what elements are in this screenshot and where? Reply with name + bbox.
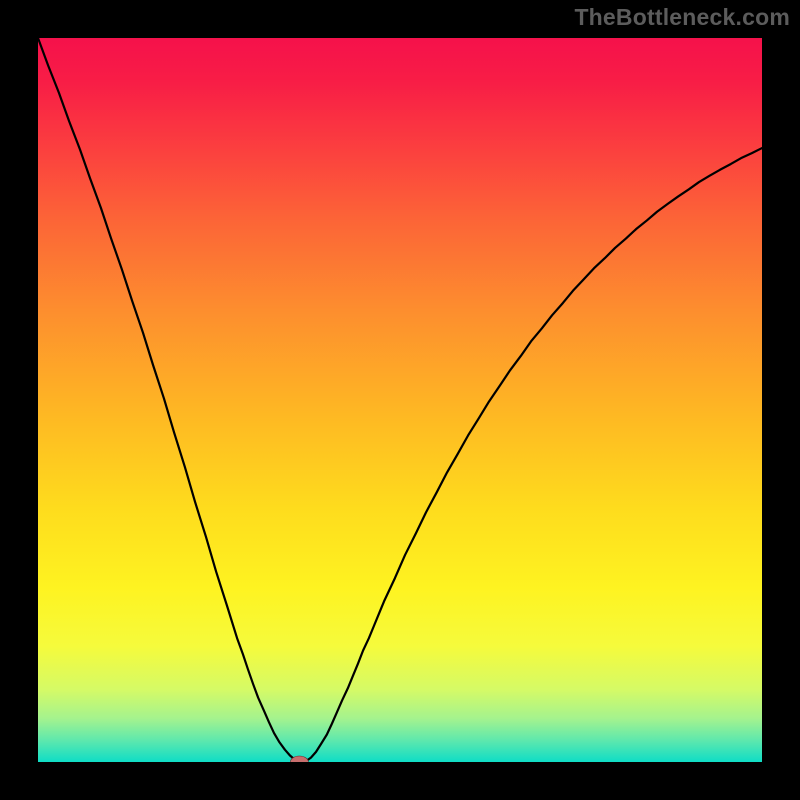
- plot-area: [38, 38, 762, 762]
- curve-layer: [38, 38, 762, 762]
- watermark-text: TheBottleneck.com: [574, 4, 790, 31]
- bottleneck-curve: [38, 38, 762, 762]
- chart-root: { "meta": { "watermark_text": "TheBottle…: [0, 0, 800, 800]
